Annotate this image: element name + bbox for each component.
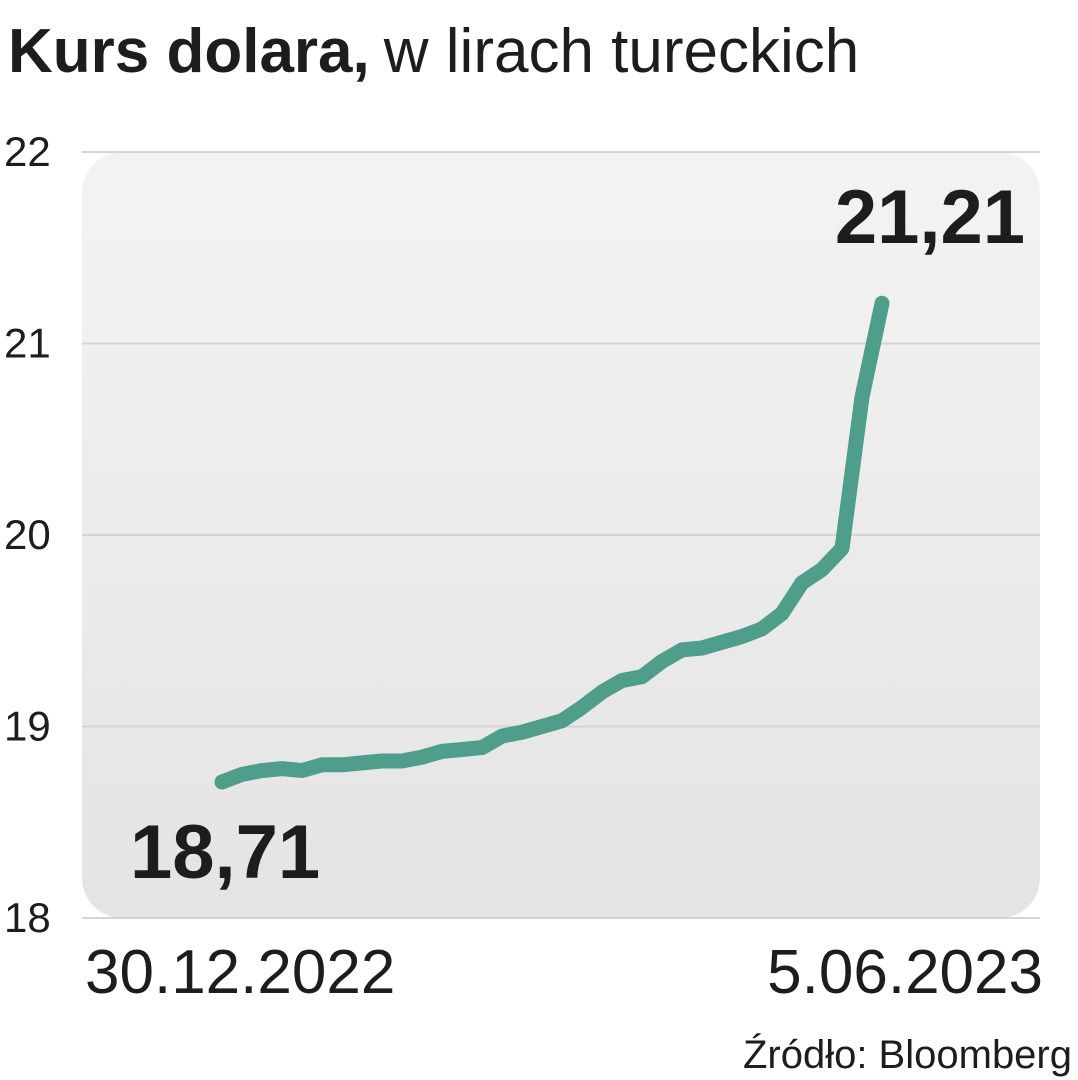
y-tick-label: 19 <box>4 703 51 750</box>
chart-title: Kurs dolara, <box>8 17 370 86</box>
chart-header: Kurs dolara, w lirach tureckich <box>8 17 859 86</box>
x-tick-label: 30.12.2022 <box>85 938 395 1007</box>
y-tick-label: 20 <box>4 511 51 558</box>
y-tick-label: 18 <box>4 894 51 941</box>
value-label: 21,21 <box>835 175 1025 260</box>
chart-subtitle: w lirach tureckich <box>383 17 859 86</box>
y-tick-label: 22 <box>4 128 51 175</box>
x-tick-label: 5.06.2023 <box>767 938 1043 1007</box>
value-label: 18,71 <box>130 810 320 895</box>
line <box>214 295 890 790</box>
source: Źródło: Bloomberg <box>743 1032 1072 1077</box>
y-tick-label: 21 <box>4 320 51 367</box>
